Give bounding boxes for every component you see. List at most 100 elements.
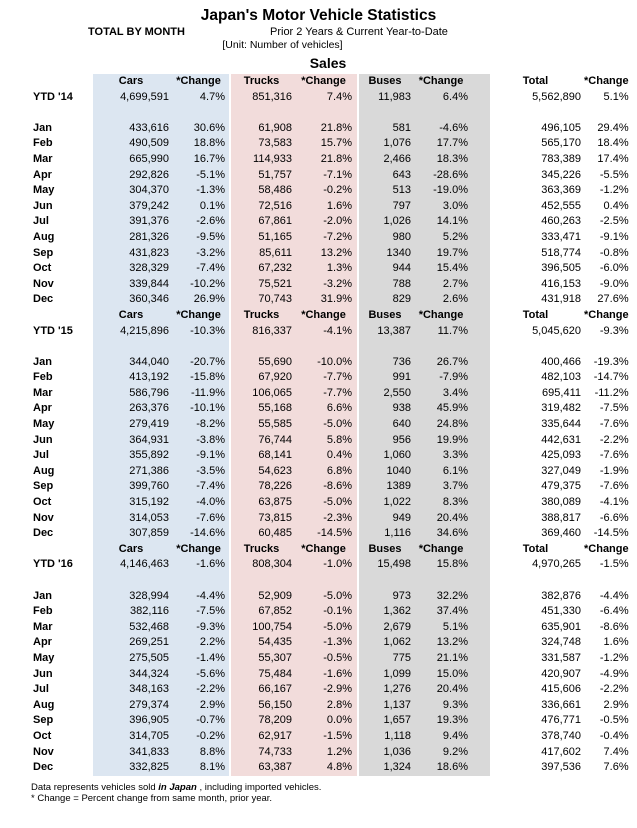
month-value: -1.3% xyxy=(172,183,230,199)
month-value: 2.2% xyxy=(172,635,230,651)
month-label: Dec xyxy=(33,293,54,306)
month-value: 21.8% xyxy=(295,120,358,137)
month-value: 3.0% xyxy=(414,198,490,215)
month-label: Sep xyxy=(33,480,54,493)
month-row: May 304,370 -1.3% 58,486 -0.2% 513 -19.0% 363,3… xyxy=(30,183,633,199)
month-value: -2.9% xyxy=(295,682,358,698)
month-value: 339,844 xyxy=(93,276,172,293)
month-row: Jan 328,994 -4.4% 52,909 -5.0% 973 32.2% 382,87… xyxy=(30,588,633,605)
month-value: 695,411 xyxy=(542,386,581,399)
ytd-value: 808,304 xyxy=(229,557,295,573)
month-value: 269,251 xyxy=(93,635,172,651)
spacer-row xyxy=(30,339,633,355)
month-value: 479,375 xyxy=(541,480,581,493)
month-label: Sep xyxy=(33,714,54,727)
month-value: 369,460 xyxy=(541,527,581,540)
month-value: 431,918 xyxy=(541,293,581,306)
month-row: Jul 391,376 -2.6% 67,861 -2.0% 1,026 14.1% 460,… xyxy=(30,214,633,230)
month-value: 496,105 xyxy=(541,121,581,134)
month-value: 382,876 xyxy=(541,589,581,602)
spacer-cell xyxy=(414,105,490,121)
month-value: 314,705 xyxy=(93,728,172,745)
ytd-value: 15.8% xyxy=(414,557,490,573)
month-value: -9.1% xyxy=(172,448,230,464)
month-value: -9.1% xyxy=(599,230,629,243)
month-row: Nov 339,844 -10.2% 75,521 -3.2% 788 2.7% 416,15… xyxy=(30,276,633,293)
month-value: 18.3% xyxy=(414,151,490,168)
month-value: 19.9% xyxy=(414,432,490,449)
month-value: 949 xyxy=(357,510,414,527)
spacer-cell xyxy=(93,573,172,589)
month-value: 452,555 xyxy=(541,199,581,212)
month-value: 9.3% xyxy=(414,697,490,714)
month-row: Feb 382,116 -7.5% 67,852 -0.1% 1,362 37.4% 451,… xyxy=(30,604,633,620)
month-value: 1.6% xyxy=(603,636,629,649)
month-value: 788 xyxy=(357,276,414,293)
spacer-cell xyxy=(490,105,584,121)
month-value: -20.7% xyxy=(172,354,230,371)
month-value: 2,679 xyxy=(357,619,414,636)
month-value: 1,060 xyxy=(357,448,414,464)
month-row: Jan 433,616 30.6% 61,908 21.8% 581 -4.6% 496,10… xyxy=(30,120,633,137)
month-value: -8.6% xyxy=(599,620,629,633)
month-value: 513 xyxy=(357,183,414,199)
month-value: 1,324 xyxy=(357,760,414,776)
month-value: 956 xyxy=(357,432,414,449)
spacer-cell xyxy=(357,105,414,121)
month-value: -2.6% xyxy=(172,214,230,230)
month-label: Aug xyxy=(33,464,55,477)
month-label: Feb xyxy=(33,137,53,150)
spacer-cell xyxy=(357,339,414,355)
month-value: -11.2% xyxy=(594,386,629,399)
month-label: Nov xyxy=(33,277,54,290)
month-value: 76,744 xyxy=(229,432,295,449)
month-value: -0.7% xyxy=(172,713,230,729)
month-label: Sep xyxy=(33,246,54,259)
month-value: 944 xyxy=(357,261,414,277)
month-value: -2.2% xyxy=(172,682,230,698)
month-value: 378,740 xyxy=(541,729,581,742)
month-value: -6.0% xyxy=(599,262,629,275)
unit-note: [Unit: Number of vehicles] xyxy=(222,39,343,51)
month-value: 345,226 xyxy=(541,168,581,181)
month-value: 399,760 xyxy=(93,479,172,496)
ytd-label: YTD '16 xyxy=(33,558,73,571)
month-row: Mar 586,796 -11.9% 106,065 -7.7% 2,550 3.4% 695… xyxy=(30,385,633,402)
month-value: -14.7% xyxy=(593,371,629,384)
footnotes: Data represents vehicles sold in Japan ,… xyxy=(31,782,637,805)
month-value: -8.2% xyxy=(172,417,230,433)
column-header: *Change xyxy=(414,74,490,90)
month-value: 460,263 xyxy=(541,215,581,228)
spacer-cell xyxy=(490,339,584,355)
spacer-cell xyxy=(357,573,414,589)
month-value: -19.3% xyxy=(593,355,629,368)
month-label: Jul xyxy=(33,449,49,462)
ytd-value: 4,970,265 xyxy=(532,558,581,571)
month-row: Sep 396,905 -0.7% 78,209 0.0% 1,657 19.3% 476,7… xyxy=(30,713,633,729)
month-value: -5.1% xyxy=(172,167,230,184)
month-value: -5.0% xyxy=(295,588,358,605)
month-value: 29.4% xyxy=(597,121,629,134)
month-value: 476,771 xyxy=(541,714,581,727)
column-header: Buses xyxy=(357,74,414,90)
month-value: -7.4% xyxy=(172,479,230,496)
month-label: Dec xyxy=(33,761,54,774)
month-label: Jul xyxy=(33,683,49,696)
ytd-value: 5,045,620 xyxy=(532,324,581,337)
month-value: -14.5% xyxy=(593,527,629,540)
month-label: Jan xyxy=(33,589,52,602)
month-value: -3.2% xyxy=(295,276,358,293)
month-value: -2.2% xyxy=(599,683,629,696)
month-value: 37.4% xyxy=(414,604,490,620)
month-value: 775 xyxy=(357,650,414,667)
column-header: Buses xyxy=(357,307,414,324)
month-value: 26.9% xyxy=(172,292,230,308)
month-value: -4.1% xyxy=(599,496,629,509)
month-value: 451,330 xyxy=(541,605,581,618)
ytd-row: YTD '15 4,215,896 -10.3% 816,337 -4.1% 13,387… xyxy=(30,323,633,340)
ytd-value: 851,316 xyxy=(229,89,295,106)
month-value: 363,369 xyxy=(541,184,581,197)
month-value: 51,757 xyxy=(229,167,295,184)
month-row: Dec 332,825 8.1% 63,387 4.8% 1,324 18.6% 397,53… xyxy=(30,760,633,776)
month-value: 55,585 xyxy=(229,417,295,433)
